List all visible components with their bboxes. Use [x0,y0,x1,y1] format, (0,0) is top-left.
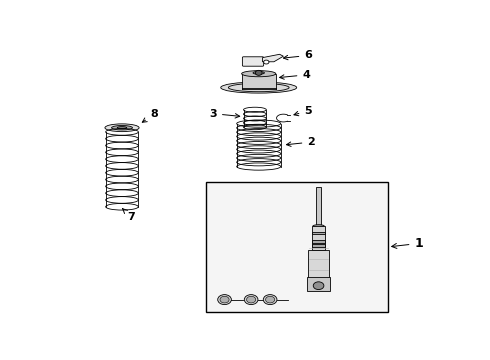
Circle shape [266,296,275,303]
Circle shape [255,70,262,75]
Ellipse shape [313,225,324,228]
Bar [242,74,276,89]
Circle shape [218,294,231,305]
Text: 5: 5 [294,106,312,116]
Text: 2: 2 [287,137,315,147]
Text: 8: 8 [142,109,158,122]
Ellipse shape [117,127,127,129]
FancyBboxPatch shape [243,57,264,66]
Ellipse shape [112,126,132,130]
Text: 6: 6 [283,50,312,60]
Circle shape [264,60,269,64]
Text: 7: 7 [122,209,135,222]
Ellipse shape [228,84,289,92]
Polygon shape [263,54,283,62]
Text: 3: 3 [209,109,240,119]
Bar [312,226,325,249]
Ellipse shape [105,124,139,132]
Text: 1: 1 [392,237,423,250]
Bar [308,249,329,278]
Ellipse shape [242,71,276,77]
Bar [307,277,330,291]
Bar [206,182,388,312]
Circle shape [246,296,256,303]
Text: 4: 4 [280,70,310,80]
Circle shape [245,294,258,305]
Bar [316,187,321,226]
Bar [312,244,325,247]
Bar [312,240,325,243]
Ellipse shape [220,82,297,93]
Bar [312,231,325,234]
Ellipse shape [253,72,265,74]
Circle shape [220,296,229,303]
Circle shape [313,282,324,289]
Circle shape [263,294,277,305]
